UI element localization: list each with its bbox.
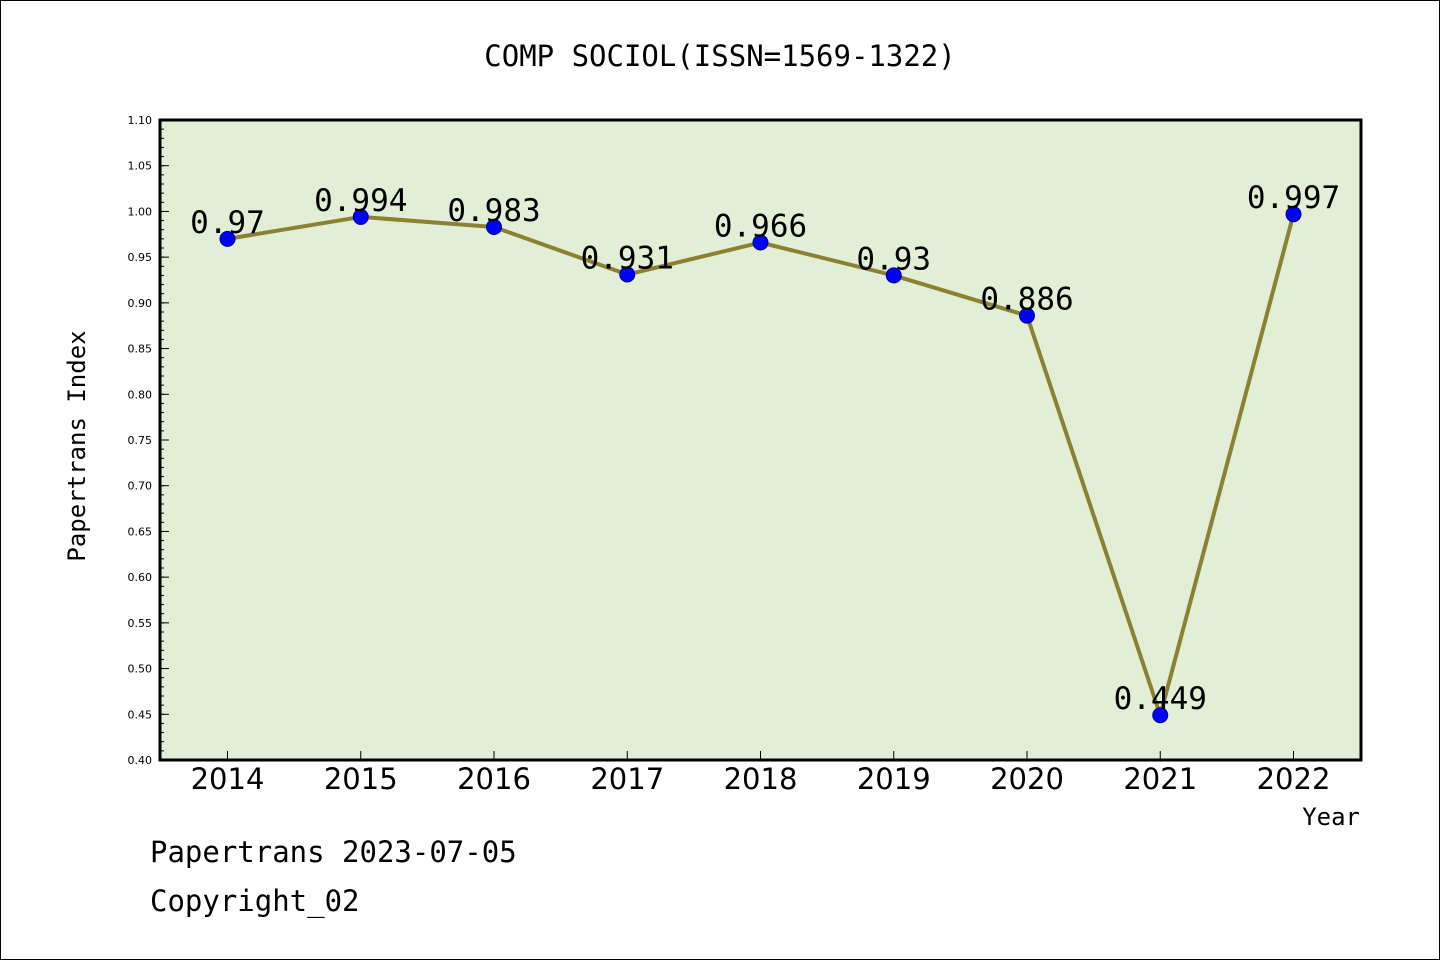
footer-date: Papertrans 2023-07-05	[150, 835, 517, 869]
data-label: 0.931	[581, 241, 674, 277]
x-tick-label: 2020	[990, 762, 1064, 796]
y-tick-label: 1.10	[128, 114, 153, 127]
x-tick-label: 2019	[857, 762, 931, 796]
y-tick-label: 0.95	[128, 251, 153, 264]
data-label: 0.97	[190, 205, 265, 241]
x-tick-label: 2021	[1123, 762, 1197, 796]
data-label: 0.994	[314, 183, 407, 219]
x-tick-label: 2015	[324, 762, 398, 796]
y-axis-label: Papertrans Index	[63, 330, 91, 561]
y-tick-label: 0.40	[128, 754, 153, 767]
x-axis-label: Year	[1302, 803, 1360, 831]
y-tick-label: 0.60	[128, 571, 153, 584]
y-tick-label: 0.50	[128, 663, 153, 676]
data-point	[1152, 707, 1169, 724]
data-point	[219, 230, 236, 247]
data-label: 0.886	[980, 282, 1073, 318]
y-tick-label: 1.00	[128, 205, 153, 218]
plot-area	[160, 120, 1361, 760]
data-label: 0.997	[1247, 180, 1340, 216]
y-tick-label: 0.45	[128, 708, 153, 721]
y-tick-label: 0.90	[128, 297, 153, 310]
data-point	[486, 218, 502, 235]
footer-copyright: Copyright_02	[150, 884, 360, 918]
data-point	[885, 267, 902, 284]
y-tick-label: 0.55	[128, 617, 153, 630]
data-label: 0.449	[1114, 681, 1207, 717]
y-tick-label: 0.75	[128, 434, 153, 447]
x-axis: 2014 2015 2016 2017 2018 2019 2020 2021 2022	[191, 751, 1331, 796]
plot-border	[158, 118, 1363, 762]
y-tick-label: 1.05	[128, 160, 153, 173]
y-axis: 0.40 0.45 0.50 0.55 0.60 0.65 0.70 0.75 0.80 0.85…	[128, 114, 169, 767]
y-tick-label: 0.80	[128, 388, 153, 401]
x-tick-label: 2017	[590, 762, 664, 796]
chart-title: COMP SOCIOL(ISSN=1569-1322)	[484, 39, 955, 73]
data-label: 0.966	[714, 209, 807, 245]
x-tick-label: 2016	[457, 762, 531, 796]
x-tick-label: 2014	[191, 762, 265, 796]
x-tick-label: 2018	[724, 762, 798, 796]
data-point	[1285, 206, 1302, 223]
x-tick-label: 2022	[1257, 762, 1331, 796]
data-point	[619, 266, 636, 283]
y-tick-label: 0.85	[128, 343, 153, 356]
data-point	[1019, 307, 1035, 324]
y-tick-label: 0.65	[128, 525, 153, 538]
series-layer: 0.97 0.994 0.983 0.931 0.966 0.93 0.886 0.449 0.…	[190, 180, 1340, 724]
data-label: 0.983	[447, 193, 540, 229]
data-point	[352, 208, 369, 225]
y-tick-label: 0.70	[128, 480, 153, 493]
data-label: 0.93	[856, 241, 931, 277]
data-point	[752, 234, 769, 251]
